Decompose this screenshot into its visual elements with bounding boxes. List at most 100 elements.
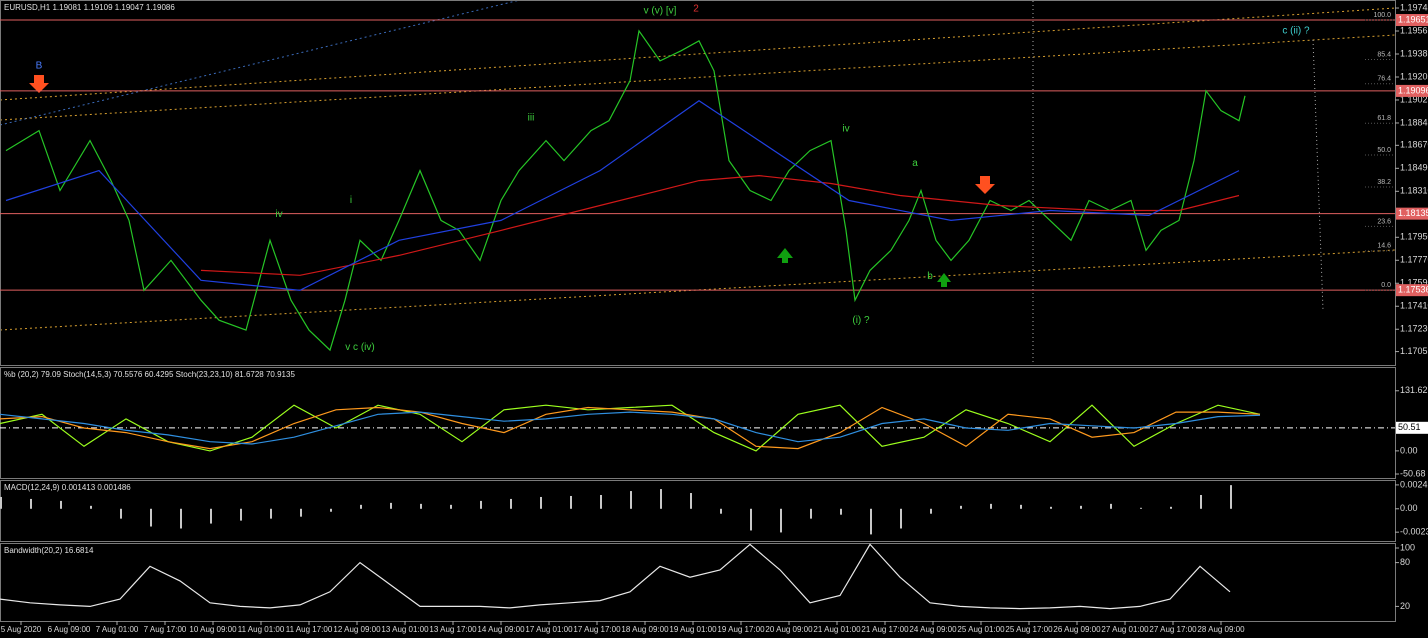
- level-label: 50.51: [1398, 422, 1421, 432]
- channel-line: [0, 7, 1396, 101]
- level-label-bg: [1396, 284, 1428, 297]
- histogram-bar: [1080, 505, 1082, 509]
- arrow-down: [975, 176, 995, 194]
- x-tick-label: 7 Aug 17:00: [144, 625, 187, 634]
- x-tick-label: 14 Aug 09:00: [477, 625, 525, 634]
- y-tick-label: 1.19205: [1400, 71, 1428, 81]
- arrow-down: [29, 75, 49, 93]
- y-tick-label: 1.19385: [1400, 48, 1428, 58]
- x-tick-label: 26 Aug 09:00: [1053, 625, 1101, 634]
- x-tick-label: 6 Aug 09:00: [48, 625, 91, 634]
- histogram-bar: [1200, 494, 1202, 509]
- histogram-bar: [900, 508, 902, 529]
- panel-frame: [0, 0, 1396, 366]
- wave-label: B: [36, 61, 43, 72]
- histogram-bar: [30, 498, 32, 509]
- x-tick-label: 11 Aug 17:00: [286, 625, 333, 634]
- x-tick-label: 17 Aug 17:00: [573, 625, 621, 634]
- y-tick-label: 1.18845: [1400, 117, 1428, 127]
- histogram-bar: [120, 508, 122, 519]
- level-label-bg: [1396, 84, 1428, 97]
- histogram-bar: [210, 508, 212, 524]
- histogram-bar: [270, 508, 272, 519]
- y-tick-label: 0.00: [1400, 445, 1418, 455]
- histogram-bar: [1170, 506, 1172, 509]
- x-tick-label: 19 Aug 01:00: [669, 625, 717, 634]
- histogram-bar: [870, 508, 872, 535]
- level-label-bg: [1396, 14, 1428, 27]
- histogram-bar: [420, 503, 422, 509]
- histogram-bar: [630, 491, 632, 509]
- histogram-bar: [300, 508, 302, 517]
- x-tick-label: 18 Aug 09:00: [621, 625, 669, 634]
- series-line: [0, 404, 1261, 452]
- x-tick-label: 20 Aug 09:00: [765, 625, 813, 634]
- x-tick-label: 13 Aug 17:00: [429, 625, 477, 634]
- wave-label: i: [350, 195, 352, 206]
- y-tick-label: 0.002424: [1400, 479, 1428, 489]
- fib-label: 14.6: [1377, 243, 1391, 250]
- y-tick-label: 1.17410: [1400, 301, 1428, 311]
- x-tick-label: 27 Aug 01:00: [1101, 625, 1149, 634]
- level-label: 1.17536: [1398, 285, 1428, 295]
- x-tick-label: 5 Aug 2020: [1, 625, 42, 634]
- level-label-bg: [1396, 421, 1428, 434]
- level-label: 1.19651: [1398, 14, 1428, 24]
- fib-label: 50.0: [1377, 147, 1391, 154]
- y-tick-label: 1.17950: [1400, 232, 1428, 242]
- x-tick-label: 25 Aug 17:00: [1005, 625, 1053, 634]
- wave-label: iii: [528, 112, 535, 123]
- histogram-bar: [1110, 503, 1112, 509]
- wave-label: v (v) [v]: [644, 6, 677, 17]
- level-label-bg: [1396, 207, 1428, 220]
- wave-label: iv: [275, 209, 282, 220]
- x-tick-label: 21 Aug 01:00: [813, 625, 861, 634]
- series-line: [5, 29, 1246, 352]
- channel-line: [0, 0, 521, 126]
- wave-label: (i) ?: [852, 315, 870, 326]
- x-tick-label: 7 Aug 01:00: [96, 625, 139, 634]
- y-tick-label: 1.17230: [1400, 324, 1428, 334]
- fib-label: 76.4: [1377, 76, 1391, 83]
- panel-title: %b (20,2) 79.09 Stoch(14,5,3) 70.5576 60…: [4, 370, 295, 379]
- histogram-bar: [720, 508, 722, 514]
- fib-label: 61.8: [1377, 115, 1391, 122]
- x-tick-label: 13 Aug 01:00: [381, 625, 429, 634]
- arrow-up: [777, 248, 793, 263]
- wave-label: 2: [693, 4, 699, 15]
- level-label: 1.19096: [1398, 85, 1428, 95]
- histogram-bar: [570, 495, 572, 509]
- histogram-bar: [810, 508, 812, 519]
- histogram-bar: [510, 498, 512, 509]
- panel-frame: [0, 480, 1396, 542]
- y-tick-label: 0.00: [1400, 503, 1418, 513]
- histogram-bar: [540, 496, 542, 509]
- series-line: [0, 406, 1261, 450]
- histogram-bar: [60, 500, 62, 509]
- y-tick-label: 1.19025: [1400, 94, 1428, 104]
- y-tick-label: 1.19745: [1400, 2, 1428, 12]
- x-tick-label: 10 Aug 09:00: [189, 625, 237, 634]
- fib-label: 100.0: [1373, 12, 1391, 19]
- wave-label: b: [927, 271, 933, 282]
- y-tick-label: -0.002373: [1400, 527, 1428, 537]
- histogram-bar: [330, 508, 332, 512]
- fib-label: 23.6: [1377, 218, 1391, 225]
- level-label: 1.18135: [1398, 208, 1428, 218]
- series-line: [0, 543, 1231, 610]
- y-tick-label: 131.62: [1400, 385, 1428, 395]
- histogram-bar: [750, 508, 752, 531]
- x-tick-label: 28 Aug 09:00: [1197, 625, 1245, 634]
- histogram-bar: [360, 504, 362, 509]
- y-tick-label: 1.18310: [1400, 186, 1428, 196]
- fib-label: 38.2: [1377, 179, 1391, 186]
- y-tick-label: 1.17055: [1400, 346, 1428, 356]
- histogram-bar: [390, 502, 392, 509]
- fib-label: 85.4: [1377, 51, 1391, 58]
- panel-title: MACD(12,24,9) 0.001413 0.001486: [4, 483, 131, 492]
- histogram-bar: [960, 505, 962, 509]
- histogram-bar: [660, 489, 662, 509]
- y-tick-label: 20: [1400, 601, 1410, 611]
